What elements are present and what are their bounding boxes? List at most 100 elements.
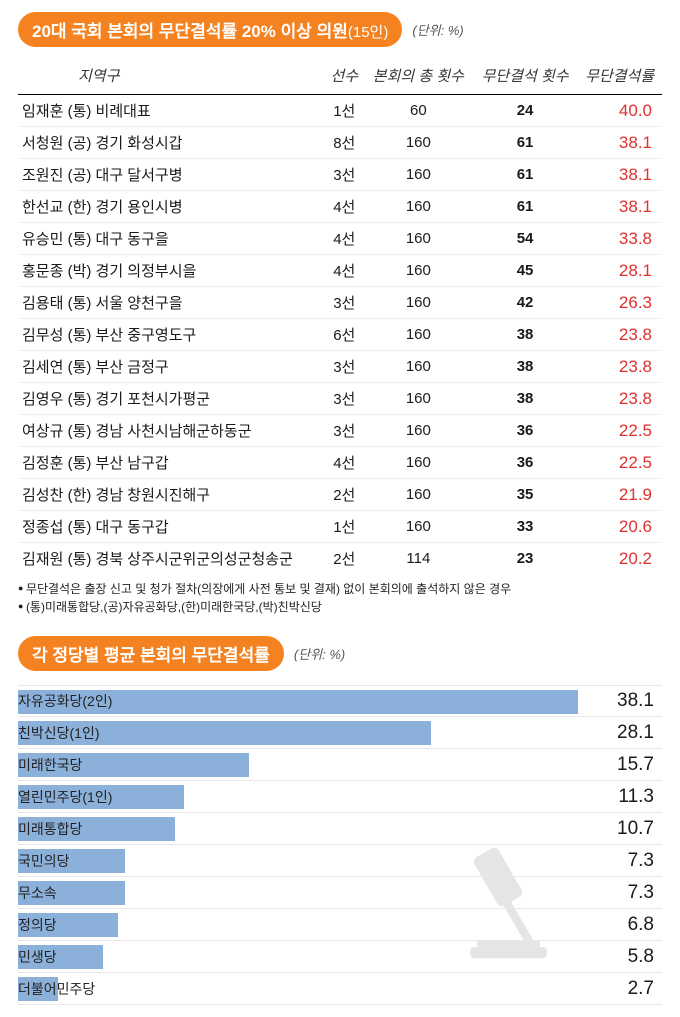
cell-absent: 61 bbox=[473, 191, 577, 223]
bar-value: 15.7 bbox=[617, 754, 654, 776]
party-bar-chart: 자유공화당(2인)38.1 친박신당(1인) 28.1 미래한국당 15.7 열린민주당(… bbox=[18, 685, 662, 1005]
col-rate: 무단결석률 bbox=[577, 57, 662, 95]
cell-total: 160 bbox=[364, 351, 473, 383]
cell-rate: 28.1 bbox=[577, 255, 662, 287]
cell-district: 김용태 (통) 서울 양천구을 bbox=[18, 287, 325, 319]
section2-title-row: 각 정당별 평균 본회의 무단결석률 (단위: %) bbox=[18, 636, 662, 671]
cell-district: 김무성 (통) 부산 중구영도구 bbox=[18, 319, 325, 351]
cell-absent: 61 bbox=[473, 159, 577, 191]
cell-total: 160 bbox=[364, 127, 473, 159]
section1-title-main: 20대 국회 본회의 무단결석률 20% 이상 의원 bbox=[32, 17, 348, 42]
bar-row: 미래한국당 15.7 bbox=[18, 749, 662, 781]
cell-term: 3선 bbox=[325, 159, 364, 191]
cell-absent: 38 bbox=[473, 351, 577, 383]
cell-total: 160 bbox=[364, 511, 473, 543]
table-row: 한선교 (한) 경기 용인시병4선1606138.1 bbox=[18, 191, 662, 223]
bar-row: 자유공화당(2인)38.1 bbox=[18, 685, 662, 717]
bar-value: 28.1 bbox=[617, 722, 654, 744]
cell-term: 2선 bbox=[325, 543, 364, 575]
cell-absent: 24 bbox=[473, 95, 577, 127]
cell-absent: 36 bbox=[473, 447, 577, 479]
absence-table: 지역구 선수 본회의 총 횟수 무단결석 횟수 무단결석률 임재훈 (통) 비례… bbox=[18, 57, 662, 574]
cell-absent: 23 bbox=[473, 543, 577, 575]
cell-total: 160 bbox=[364, 415, 473, 447]
bar-value: 2.7 bbox=[628, 978, 654, 1000]
cell-rate: 23.8 bbox=[577, 351, 662, 383]
cell-term: 3선 bbox=[325, 383, 364, 415]
bar-value: 7.3 bbox=[628, 882, 654, 904]
table-row: 김용태 (통) 서울 양천구을3선1604226.3 bbox=[18, 287, 662, 319]
bar-label: 정의당 bbox=[18, 915, 133, 935]
table-row: 김정훈 (통) 부산 남구갑4선1603622.5 bbox=[18, 447, 662, 479]
cell-total: 160 bbox=[364, 255, 473, 287]
section1-title-row: 20대 국회 본회의 무단결석률 20% 이상 의원 (15인) (단위: %) bbox=[18, 12, 662, 47]
cell-district: 조원진 (공) 대구 달서구병 bbox=[18, 159, 325, 191]
table-row: 김무성 (통) 부산 중구영도구6선1603823.8 bbox=[18, 319, 662, 351]
cell-rate: 20.2 bbox=[577, 543, 662, 575]
table-row: 여상규 (통) 경남 사천시남해군하동군3선1603622.5 bbox=[18, 415, 662, 447]
table-row: 김성찬 (한) 경남 창원시진해구2선1603521.9 bbox=[18, 479, 662, 511]
footnotes: 무단결석은 출장 신고 및 청가 절차(의장에게 사전 통보 및 결재) 없이 … bbox=[18, 580, 662, 616]
table-row: 김재원 (통) 경북 상주시군위군의성군청송군2선1142320.2 bbox=[18, 543, 662, 575]
bar-row: 친박신당(1인) 28.1 bbox=[18, 717, 662, 749]
cell-rate: 40.0 bbox=[577, 95, 662, 127]
bar-value: 11.3 bbox=[618, 786, 654, 808]
cell-district: 한선교 (한) 경기 용인시병 bbox=[18, 191, 325, 223]
cell-rate: 23.8 bbox=[577, 383, 662, 415]
cell-district: 홍문종 (박) 경기 의정부시을 bbox=[18, 255, 325, 287]
table-row: 정종섭 (통) 대구 동구갑1선1603320.6 bbox=[18, 511, 662, 543]
bar-label: 열린민주당(1인) bbox=[18, 787, 133, 807]
cell-absent: 54 bbox=[473, 223, 577, 255]
cell-absent: 36 bbox=[473, 415, 577, 447]
cell-term: 3선 bbox=[325, 287, 364, 319]
section2-unit: (단위: %) bbox=[294, 644, 345, 663]
cell-rate: 22.5 bbox=[577, 447, 662, 479]
bar-row: 더불어민주당 2.7 bbox=[18, 973, 662, 1005]
col-district: 지역구 bbox=[18, 57, 325, 95]
bar-label: 더불어민주당 bbox=[18, 979, 133, 999]
bar-row: 열린민주당(1인) 11.3 bbox=[18, 781, 662, 813]
section2-title-pill: 각 정당별 평균 본회의 무단결석률 bbox=[18, 636, 284, 671]
cell-total: 160 bbox=[364, 447, 473, 479]
cell-term: 2선 bbox=[325, 479, 364, 511]
bar-value: 6.8 bbox=[628, 914, 654, 936]
cell-rate: 22.5 bbox=[577, 415, 662, 447]
cell-term: 4선 bbox=[325, 223, 364, 255]
cell-absent: 61 bbox=[473, 127, 577, 159]
bar-row: 민생당 5.8 bbox=[18, 941, 662, 973]
col-absent: 무단결석 횟수 bbox=[473, 57, 577, 95]
table-row: 홍문종 (박) 경기 의정부시을4선1604528.1 bbox=[18, 255, 662, 287]
cell-term: 1선 bbox=[325, 511, 364, 543]
cell-term: 8선 bbox=[325, 127, 364, 159]
bar-label: 친박신당(1인) bbox=[18, 723, 133, 743]
cell-absent: 38 bbox=[473, 383, 577, 415]
cell-district: 김세연 (통) 부산 금정구 bbox=[18, 351, 325, 383]
bar-row: 미래통합당 10.7 bbox=[18, 813, 662, 845]
bar-value: 5.8 bbox=[628, 946, 654, 968]
cell-term: 4선 bbox=[325, 191, 364, 223]
cell-absent: 38 bbox=[473, 319, 577, 351]
cell-district: 임재훈 (통) 비례대표 bbox=[18, 95, 325, 127]
table-row: 김세연 (통) 부산 금정구3선1603823.8 bbox=[18, 351, 662, 383]
cell-rate: 33.8 bbox=[577, 223, 662, 255]
cell-rate: 23.8 bbox=[577, 319, 662, 351]
cell-term: 3선 bbox=[325, 351, 364, 383]
table-row: 임재훈 (통) 비례대표1선602440.0 bbox=[18, 95, 662, 127]
cell-term: 4선 bbox=[325, 447, 364, 479]
col-term: 선수 bbox=[325, 57, 364, 95]
cell-term: 4선 bbox=[325, 255, 364, 287]
bar-value: 38.1 bbox=[617, 690, 654, 712]
cell-term: 6선 bbox=[325, 319, 364, 351]
cell-total: 160 bbox=[364, 191, 473, 223]
bar-label: 미래한국당 bbox=[18, 755, 133, 775]
footnote-1: 무단결석은 출장 신고 및 청가 절차(의장에게 사전 통보 및 결재) 없이 … bbox=[18, 580, 662, 598]
bar-value: 7.3 bbox=[628, 850, 654, 872]
cell-rate: 38.1 bbox=[577, 159, 662, 191]
cell-rate: 21.9 bbox=[577, 479, 662, 511]
cell-rate: 38.1 bbox=[577, 127, 662, 159]
cell-total: 160 bbox=[364, 383, 473, 415]
bar-label: 미래통합당 bbox=[18, 819, 133, 839]
bar-label: 민생당 bbox=[18, 947, 133, 967]
cell-absent: 42 bbox=[473, 287, 577, 319]
bar-value: 10.7 bbox=[617, 818, 654, 840]
